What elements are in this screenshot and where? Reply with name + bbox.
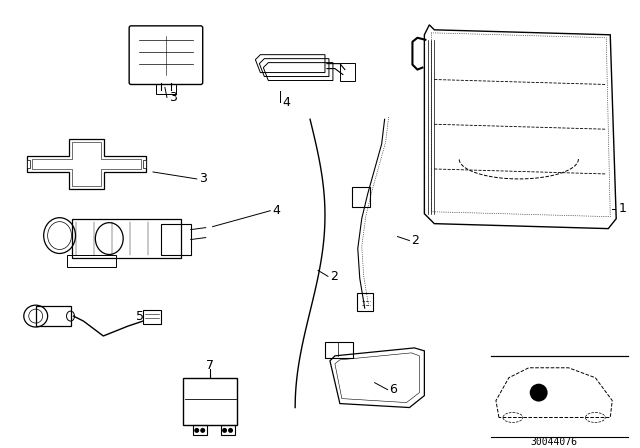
Text: 6: 6 [390, 383, 397, 396]
Bar [156, 85, 176, 95]
Bar [27, 160, 29, 168]
Bar [67, 255, 116, 267]
Bar [193, 426, 207, 435]
Text: 5: 5 [136, 310, 144, 323]
Bar [72, 219, 181, 258]
Text: 7: 7 [205, 359, 214, 372]
Text: 3: 3 [199, 172, 207, 185]
Ellipse shape [195, 428, 199, 433]
Ellipse shape [222, 428, 227, 433]
Text: 1: 1 [618, 202, 626, 215]
Bar [36, 306, 70, 326]
Bar [356, 293, 372, 311]
Bar [183, 378, 237, 426]
Text: 2: 2 [330, 270, 338, 283]
Text: 2: 2 [412, 234, 419, 247]
Text: 30044076: 30044076 [530, 437, 577, 448]
Bar [352, 187, 370, 207]
Bar [143, 310, 161, 324]
Text: 3: 3 [169, 91, 177, 104]
Bar [143, 160, 146, 168]
Ellipse shape [228, 428, 233, 433]
Bar [340, 63, 355, 81]
Text: 4: 4 [282, 96, 290, 109]
Text: 4: 4 [272, 204, 280, 217]
Bar [161, 224, 191, 255]
Bar [221, 426, 234, 435]
Bar [325, 342, 353, 358]
Ellipse shape [530, 383, 548, 401]
Ellipse shape [200, 428, 205, 433]
